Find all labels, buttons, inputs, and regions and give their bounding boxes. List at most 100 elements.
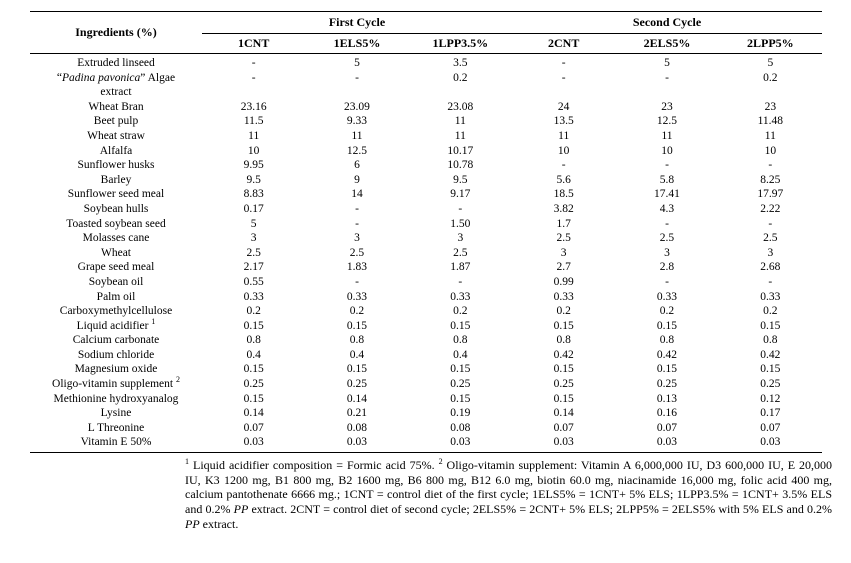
ingredient-name: Wheat (100, 246, 131, 259)
ingredient-value: 0.17 (760, 407, 781, 420)
ingredient-value: 23 (764, 100, 777, 113)
ingredient-value: 0.15 (243, 319, 264, 332)
ingredient-value: 2.5 (246, 246, 261, 259)
ingredient-value: 3 (664, 246, 670, 259)
ingredient-value: - (251, 57, 256, 69)
ingredient-value: 0.33 (450, 290, 471, 303)
ingredient-value: 3.82 (553, 202, 574, 215)
ingredient-name: “Padina pavonica” Algae extract (56, 71, 176, 99)
ingredient-value: - (665, 159, 669, 172)
ingredient-name: Sunflower seed meal (67, 188, 165, 201)
ingredient-value: 0.2 (763, 305, 778, 318)
ingredient-value: 0.17 (243, 202, 264, 215)
ingredient-value: 0.14 (243, 407, 264, 420)
table-row: Molasses cane 3 3 3 2.5 2.5 2.5 (30, 231, 822, 246)
ingredient-value: 11 (764, 129, 776, 142)
ingredient-value: 0.07 (243, 421, 264, 434)
ingredient-value: - (355, 217, 359, 230)
table-body: Extruded linseed - 5 3.5 - 5 5 “Padina pavonica… (30, 54, 822, 454)
ingredient-name: Wheat straw (87, 129, 145, 142)
ingredient-name: Sodium chloride (77, 348, 155, 361)
ingredient-name: Molasses cane (82, 232, 150, 245)
ingredient-value: - (561, 159, 566, 172)
ingredient-value: 0.19 (450, 407, 471, 420)
column-header-2cnt: 2CNT (547, 36, 580, 50)
ingredient-value: 11 (454, 115, 466, 128)
table-row: Wheat 2.5 2.5 2.5 3 3 3 (30, 246, 822, 261)
ingredient-value: 0.42 (760, 348, 781, 361)
ingredient-value: 0.03 (450, 436, 471, 449)
ingredient-value: 0.8 (556, 334, 571, 347)
ingredient-value: 0.33 (243, 290, 264, 303)
ingredient-name: Palm oil (96, 290, 136, 303)
table-row: Sunflower husks 9.95 6 10.78 - - - (30, 158, 822, 173)
table-row: Alfalfa 10 12.5 10.17 10 10 10 (30, 144, 822, 159)
ingredient-value: 2.8 (659, 261, 675, 274)
ingredient-name: Toasted soybean seed (66, 217, 166, 230)
ingredient-value: 17.97 (757, 188, 784, 201)
ingredient-value: - (458, 202, 463, 215)
ingredient-name: Beet pulp (93, 115, 139, 128)
ingredient-value: 0.15 (346, 319, 368, 332)
ingredient-value: 0.15 (760, 363, 781, 376)
ingredient-value: 23 (661, 100, 673, 113)
ingredient-value: 0.2 (763, 71, 778, 84)
ingredient-value: - (251, 71, 256, 84)
ingredient-value: 0.15 (243, 392, 264, 405)
ingredient-value: 0.25 (760, 378, 781, 391)
ingredient-value: 0.2 (556, 305, 571, 318)
ingredient-value: 10 (764, 144, 777, 157)
ingredient-value: 9.5 (453, 173, 468, 186)
ingredient-name: Vitamin E 50% (80, 436, 152, 449)
ingredient-value: - (665, 71, 669, 84)
ingredient-value: 5 (664, 57, 670, 69)
column-header-1lpp35: 1LPP3.5% (432, 36, 489, 50)
ingredient-name: Methionine hydroxyanalog (53, 392, 179, 405)
ingredient-value: 0.08 (346, 421, 368, 434)
ingredient-value: 5.6 (556, 173, 571, 186)
ingredient-value: 23.08 (447, 100, 474, 113)
ingredient-value: 10 (661, 144, 673, 157)
ingredient-value: 0.8 (659, 334, 675, 347)
ingredient-value: 1.7 (556, 217, 571, 230)
ingredient-value: 10 (557, 144, 570, 157)
table-row: Beet pulp 11.5 9.33 11 13.5 12.5 11.48 (30, 114, 822, 129)
ingredient-value: 0.13 (656, 392, 678, 405)
ingredient-value: 0.2 (453, 305, 468, 318)
ingredient-value: 10 (247, 144, 260, 157)
ingredient-value: 1.83 (346, 261, 368, 274)
table-row: Methionine hydroxyanalog 0.15 0.14 0.15 0.15… (30, 392, 822, 407)
ingredient-value: 0.03 (656, 436, 678, 449)
ingredient-value: 13.5 (553, 115, 574, 128)
ingredient-value: 0.25 (243, 378, 264, 391)
ingredient-value: 24 (557, 100, 570, 113)
ingredient-value: 12.5 (656, 115, 678, 128)
table-row: Liquid acidifier 1 0.15 0.15 0.15 0.15 0.15 0.… (30, 316, 822, 334)
ingredient-value: 10.78 (447, 159, 474, 172)
column-header-row: 1CNT 1ELS5% 1LPP3.5% 2CNT 2ELS5% 2LPP5% (30, 34, 822, 53)
ingredient-value: 9.17 (450, 188, 471, 201)
ingredient-value: 0.33 (760, 290, 781, 303)
ingredient-value: 23.09 (344, 100, 370, 113)
ingredient-value: 0.25 (450, 378, 471, 391)
ingredient-value: 9.5 (246, 173, 261, 186)
ingredient-value: 0.08 (450, 421, 471, 434)
cycle-group-row: First Cycle Second Cycle (30, 12, 822, 33)
table-row: Soybean oil 0.55 - - 0.99 - - (30, 275, 822, 290)
ingredient-value: 0.2 (453, 71, 468, 84)
ingredient-value: - (355, 71, 359, 84)
cycle-divider-rule (202, 33, 822, 34)
ingredient-value: 0.15 (553, 392, 574, 405)
ingredient-value: - (665, 275, 669, 288)
ingredient-value: 6 (354, 159, 360, 172)
table-row: Palm oil 0.33 0.33 0.33 0.33 0.33 0.33 (30, 290, 822, 305)
ingredient-value: 0.33 (656, 290, 678, 303)
ingredient-value: 17.41 (654, 188, 680, 201)
table-row: Barley 9.5 9 9.5 5.6 5.8 8.25 (30, 173, 822, 188)
column-header-1cnt: 1CNT (237, 36, 270, 50)
ingredient-value: - (768, 275, 773, 288)
footnote-sup-1: 1 (185, 457, 189, 466)
ingredient-name: Liquid acidifier 1 (76, 316, 156, 332)
ingredient-value: 0.16 (656, 407, 678, 420)
